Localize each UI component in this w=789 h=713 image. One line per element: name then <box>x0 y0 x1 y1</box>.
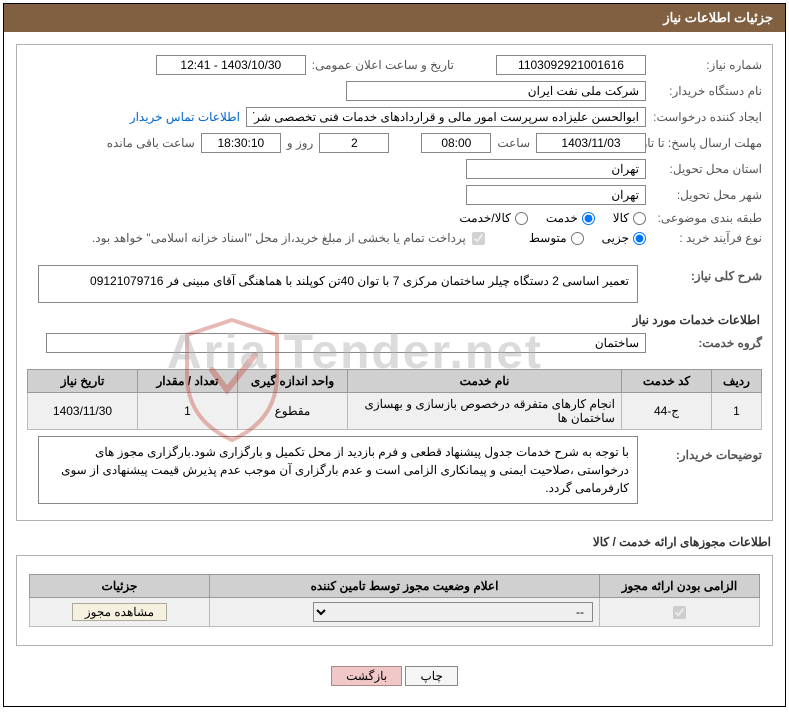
cat-both-group[interactable]: کالا/خدمت <box>459 211 527 225</box>
th-permit-required: الزامی بودن ارائه مجوز <box>600 575 760 598</box>
cat-both-label: کالا/خدمت <box>459 211 510 225</box>
time-label: ساعت <box>497 136 530 150</box>
permits-header-row: الزامی بودن ارائه مجوز اعلام وضعیت مجوز … <box>30 575 760 598</box>
view-permit-button[interactable]: مشاهده مجوز <box>72 603 167 621</box>
hms-remaining-field <box>201 133 281 153</box>
cell-row-num: 1 <box>712 393 762 430</box>
cell-quantity: 1 <box>138 393 238 430</box>
payment-note: پرداخت تمام یا بخشی از مبلغ خرید،از محل … <box>92 231 466 245</box>
pt-medium-radio[interactable] <box>571 232 584 245</box>
buyer-org-field <box>346 81 646 101</box>
table-row: 1 ج-44 انجام کارهای متفرقه درخصوص بازساز… <box>28 393 762 430</box>
permit-status-select[interactable]: -- <box>313 602 593 622</box>
need-number-label: شماره نیاز: <box>652 58 762 72</box>
province-field <box>466 159 646 179</box>
need-number-field <box>496 55 646 75</box>
payment-checkbox <box>472 232 485 245</box>
purchase-type-label: نوع فرآیند خرید : <box>652 231 762 245</box>
pt-medium-label: متوسط <box>529 231 567 245</box>
cell-service-code: ج-44 <box>622 393 712 430</box>
pt-partial-label: جزیی <box>602 231 629 245</box>
th-quantity: تعداد / مقدار <box>138 370 238 393</box>
table-row: -- مشاهده مجوز <box>30 598 760 627</box>
permits-table: الزامی بودن ارائه مجوز اعلام وضعیت مجوز … <box>29 574 760 627</box>
overall-desc-label: شرح کلی نیاز: <box>652 265 762 283</box>
cat-goods-group[interactable]: کالا <box>613 211 646 225</box>
cell-permit-status: -- <box>210 598 600 627</box>
days-remaining-field <box>319 133 389 153</box>
service-group-label: گروه خدمت: <box>652 336 762 350</box>
th-permit-status: اعلام وضعیت مجوز توسط تامین کننده <box>210 575 600 598</box>
province-label: استان محل تحویل: <box>652 162 762 176</box>
pt-partial-group[interactable]: جزیی <box>602 231 646 245</box>
cat-service-radio[interactable] <box>582 212 595 225</box>
permits-section: الزامی بودن ارائه مجوز اعلام وضعیت مجوز … <box>16 555 773 646</box>
days-label: روز و <box>287 136 314 150</box>
requester-label: ایجاد کننده درخواست: <box>652 110 762 124</box>
buyer-notes-label: توضیحات خریدار: <box>652 436 762 462</box>
details-section: Aria Tender.net شماره نیاز: تاریخ و ساعت… <box>16 44 773 521</box>
cell-need-date: 1403/11/30 <box>28 393 138 430</box>
th-service-code: کد خدمت <box>622 370 712 393</box>
announce-datetime-field <box>156 55 306 75</box>
hms-label: ساعت باقی مانده <box>107 136 195 150</box>
deadline-label: مهلت ارسال پاسخ: تا تاریخ: <box>652 136 762 150</box>
content: Aria Tender.net شماره نیاز: تاریخ و ساعت… <box>4 32 785 706</box>
back-button[interactable]: بازگشت <box>331 666 402 686</box>
cat-goods-label: کالا <box>613 211 629 225</box>
buyer-notes-box: با توجه به شرح خدمات جدول پیشنهاد قطعی و… <box>38 436 638 504</box>
buyer-contact-link[interactable]: اطلاعات تماس خریدار <box>130 110 240 124</box>
footer-buttons: چاپ بازگشت <box>16 658 773 694</box>
page-title: جزئیات اطلاعات نیاز <box>4 4 785 32</box>
pt-medium-group[interactable]: متوسط <box>529 231 584 245</box>
requester-field <box>246 107 646 127</box>
cat-service-group[interactable]: خدمت <box>546 211 595 225</box>
permits-section-title: اطلاعات مجوزهای ارائه خدمت / کالا <box>18 535 771 549</box>
service-table-header-row: ردیف کد خدمت نام خدمت واحد اندازه گیری ت… <box>28 370 762 393</box>
deadline-date-field <box>536 133 646 153</box>
city-label: شهر محل تحویل: <box>652 188 762 202</box>
city-field <box>466 185 646 205</box>
th-service-name: نام خدمت <box>348 370 622 393</box>
print-button[interactable]: چاپ <box>405 666 457 686</box>
cell-service-name: انجام کارهای متفرقه درخصوص بازسازی و بهس… <box>348 393 622 430</box>
th-unit: واحد اندازه گیری <box>238 370 348 393</box>
permit-required-checkbox <box>673 606 686 619</box>
th-need-date: تاریخ نیاز <box>28 370 138 393</box>
pt-partial-radio[interactable] <box>633 232 646 245</box>
th-permit-details: جزئیات <box>30 575 210 598</box>
cat-service-label: خدمت <box>546 211 578 225</box>
buyer-org-label: نام دستگاه خریدار: <box>652 84 762 98</box>
overall-desc-box: تعمیر اساسی 2 دستگاه چیلر ساختمان مرکزی … <box>38 265 638 303</box>
cat-goods-radio[interactable] <box>633 212 646 225</box>
th-row-num: ردیف <box>712 370 762 393</box>
service-group-field <box>46 333 646 353</box>
cat-both-radio[interactable] <box>515 212 528 225</box>
deadline-time-field <box>421 133 491 153</box>
category-label: طبقه بندی موضوعی: <box>652 211 762 225</box>
service-table: ردیف کد خدمت نام خدمت واحد اندازه گیری ت… <box>27 369 762 430</box>
needed-services-title: اطلاعات خدمات مورد نیاز <box>29 313 760 327</box>
announce-label: تاریخ و ساعت اعلان عمومی: <box>312 58 454 72</box>
cell-permit-required <box>600 598 760 627</box>
cell-permit-details: مشاهده مجوز <box>30 598 210 627</box>
main-container: جزئیات اطلاعات نیاز Aria Tender.net شمار… <box>3 3 786 707</box>
cell-unit: مقطوع <box>238 393 348 430</box>
